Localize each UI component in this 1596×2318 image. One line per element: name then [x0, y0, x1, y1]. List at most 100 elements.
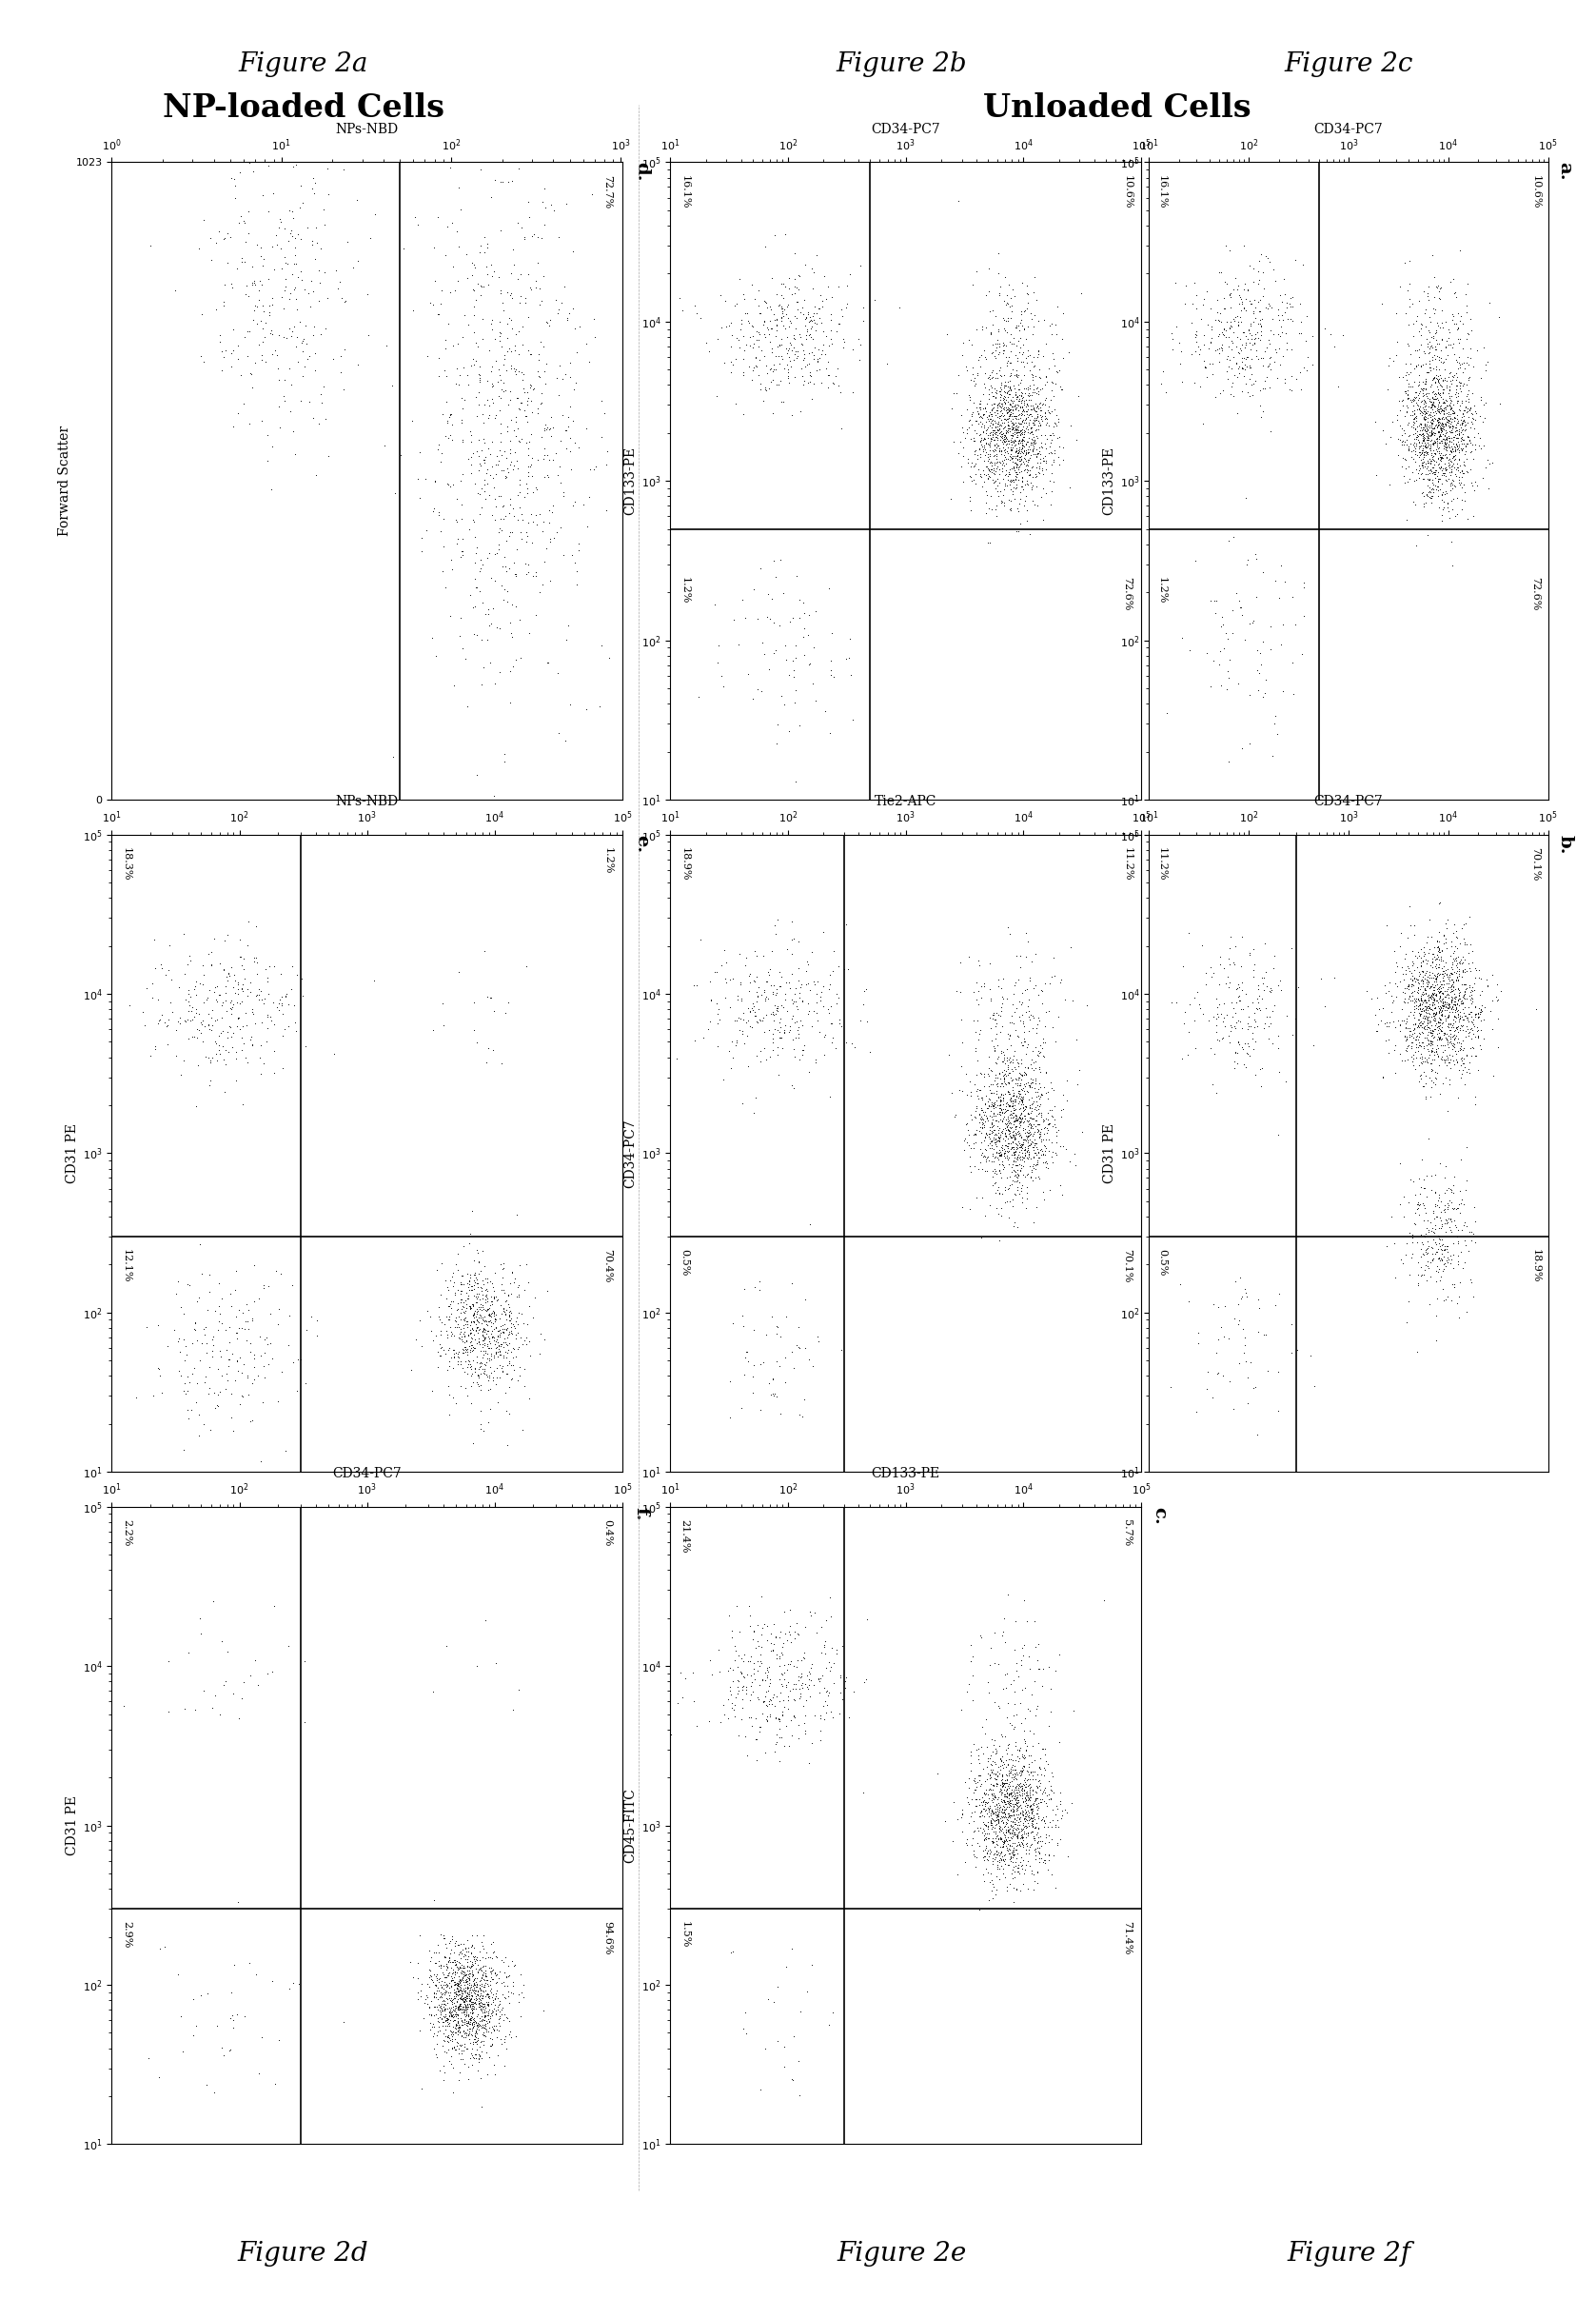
Point	[448, 1266, 474, 1303]
Point	[308, 229, 334, 267]
Point	[1401, 403, 1427, 440]
Point	[1020, 433, 1045, 471]
Point	[1266, 580, 1291, 617]
Point	[1425, 930, 1451, 967]
Point	[445, 1968, 471, 2005]
Point	[958, 1078, 983, 1115]
Point	[487, 271, 512, 308]
Point	[198, 1412, 223, 1449]
Point	[1012, 1089, 1037, 1127]
Point	[1420, 948, 1446, 985]
Point	[1409, 1256, 1435, 1293]
Point	[458, 1975, 484, 2012]
Point	[1001, 424, 1026, 461]
Point	[169, 2033, 195, 2070]
Point	[1435, 987, 1460, 1025]
Point	[752, 1029, 777, 1066]
Point	[812, 1683, 838, 1720]
Point	[999, 1796, 1025, 1834]
Point	[480, 1296, 506, 1333]
Point	[458, 1349, 484, 1386]
Point	[1001, 976, 1026, 1013]
Point	[445, 1996, 471, 2033]
Point	[1004, 1096, 1029, 1134]
Point	[1218, 376, 1243, 413]
Point	[975, 1808, 1001, 1845]
Point	[219, 1335, 244, 1372]
Point	[468, 1963, 493, 2000]
Point	[509, 496, 535, 533]
Point	[694, 1011, 720, 1048]
Point	[196, 1011, 222, 1048]
Point	[1414, 325, 1440, 362]
Point	[1422, 359, 1448, 396]
Point	[832, 950, 857, 987]
Point	[1427, 974, 1452, 1011]
Point	[1001, 1785, 1026, 1822]
Point	[999, 1052, 1025, 1089]
Point	[1012, 1131, 1037, 1168]
Point	[1427, 1261, 1452, 1298]
Point	[1197, 948, 1223, 985]
Point	[1384, 336, 1409, 373]
Point	[1406, 415, 1432, 452]
Point	[1456, 389, 1481, 427]
Point	[782, 269, 808, 306]
Point	[1428, 304, 1454, 341]
Point	[1009, 410, 1034, 447]
Point	[1432, 962, 1457, 999]
Point	[1416, 454, 1441, 491]
Point	[1278, 1335, 1304, 1372]
Point	[1002, 1050, 1028, 1087]
Point	[1449, 978, 1475, 1015]
Point	[1433, 401, 1459, 438]
Point	[1404, 392, 1430, 429]
Point	[1009, 389, 1034, 427]
Point	[1449, 406, 1475, 443]
Point	[484, 489, 509, 526]
Point	[500, 1254, 525, 1291]
Point	[1012, 1748, 1037, 1785]
Point	[1403, 1006, 1428, 1043]
Point	[1001, 1662, 1026, 1699]
Point	[1005, 440, 1031, 478]
Point	[1176, 1013, 1202, 1050]
Point	[718, 1933, 744, 1970]
Point	[428, 1975, 453, 2012]
Point	[1432, 974, 1457, 1011]
Point	[1452, 953, 1478, 990]
Point	[1010, 1799, 1036, 1836]
Point	[1438, 385, 1464, 422]
Point	[1264, 359, 1290, 396]
Point	[1444, 420, 1470, 457]
Point	[241, 1340, 267, 1377]
Point	[988, 1771, 1013, 1808]
Point	[448, 1991, 474, 2028]
Point	[1242, 994, 1267, 1032]
Point	[996, 1757, 1021, 1794]
Point	[1433, 387, 1459, 424]
Point	[978, 1752, 1004, 1789]
Point	[990, 1145, 1015, 1182]
Point	[812, 1694, 838, 1732]
Point	[1013, 1101, 1039, 1138]
Point	[1436, 371, 1462, 408]
Point	[1219, 999, 1245, 1036]
Point	[456, 1291, 482, 1328]
Point	[803, 1041, 828, 1078]
Point	[531, 169, 557, 206]
Point	[993, 1057, 1018, 1094]
Point	[1001, 450, 1026, 487]
Point	[1425, 1182, 1451, 1219]
Point	[484, 1349, 509, 1386]
Point	[962, 1759, 988, 1796]
Point	[1436, 985, 1462, 1022]
Point	[434, 1317, 460, 1354]
Point	[1430, 976, 1456, 1013]
Point	[460, 1956, 485, 1993]
Point	[469, 1351, 495, 1388]
Point	[295, 276, 321, 313]
Point	[1010, 1004, 1036, 1041]
Point	[1406, 955, 1432, 992]
Point	[1438, 396, 1464, 433]
